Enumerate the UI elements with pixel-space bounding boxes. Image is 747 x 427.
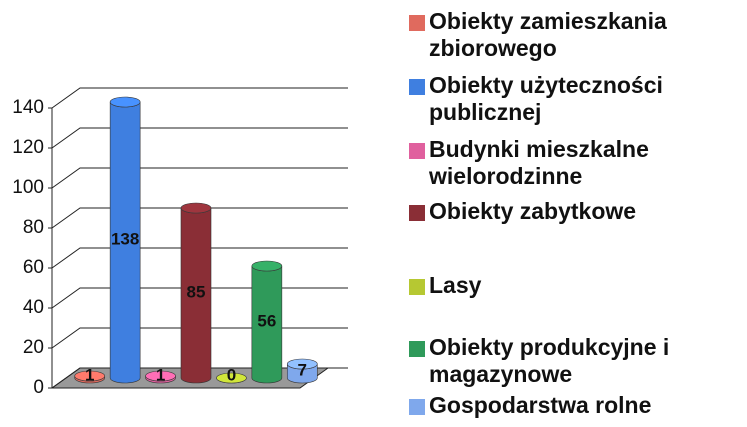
legend-item: Obiekty zamieszkania zbiorowego (405, 8, 745, 62)
chart: 0 20 40 60 80 100 120 140 1 138 1 85 0 56 7 (12, 87, 348, 398)
grid-line (51, 247, 348, 269)
grid-line (51, 87, 348, 109)
bar-top (286, 358, 318, 370)
legend-item: Obiekty użyteczności publicznej (405, 72, 745, 126)
legend-label: Obiekty zabytkowe (429, 198, 637, 224)
legend-label: Obiekty produkcyjne i magazynowe (429, 334, 670, 387)
bar-top (216, 372, 247, 384)
grid-line (51, 127, 348, 149)
legend-item: Budynki mieszkalne wielorodzinne (405, 136, 745, 190)
value-label: 56 (257, 311, 276, 330)
y-tick-label: 80 (23, 217, 44, 238)
bar-top (109, 96, 141, 108)
bar-top (145, 370, 176, 382)
bar (286, 358, 318, 384)
legend-item: Obiekty zabytkowe (405, 198, 745, 225)
value-label: 7 (298, 360, 307, 379)
bar (109, 96, 141, 384)
bar-top (251, 260, 283, 272)
value-label: 85 (187, 282, 206, 301)
y-tick-label: 100 (12, 177, 44, 198)
bar (216, 372, 247, 384)
legend-label: Lasy (429, 272, 482, 298)
bar (180, 202, 212, 384)
legend-label: Budynki mieszkalne wielorodzinne (429, 136, 649, 189)
legend: Obiekty zamieszkania zbiorowego Obiekty u… (405, 0, 747, 427)
y-tick-label: 140 (12, 97, 44, 118)
legend-swatch (409, 79, 425, 95)
legend-item: Gospodarstwa rolne (405, 392, 745, 419)
legend-item: Obiekty produkcyjne i magazynowe (405, 334, 745, 388)
legend-swatch (409, 205, 425, 221)
bar-top (180, 202, 212, 214)
legend-swatch (409, 279, 425, 295)
y-tick-label: 60 (23, 257, 44, 278)
value-label: 0 (227, 365, 236, 384)
y-tick-label: 120 (12, 137, 44, 158)
legend-swatch (409, 341, 425, 357)
bar-top (74, 370, 106, 382)
legend-swatch (409, 143, 425, 159)
legend-swatch (409, 399, 425, 415)
value-label: 1 (85, 365, 94, 384)
bar (145, 370, 176, 384)
legend-label: Obiekty zamieszkania zbiorowego (429, 8, 667, 61)
bar (74, 370, 106, 384)
y-tick-label: 0 (33, 377, 44, 398)
legend-label: Obiekty użyteczności publicznej (429, 72, 663, 125)
grid-line (51, 207, 348, 229)
bar (251, 260, 283, 384)
value-label: 138 (111, 229, 139, 248)
y-tick-label: 20 (23, 337, 44, 358)
legend-item: Lasy (405, 272, 745, 299)
legend-swatch (409, 15, 425, 31)
legend-label: Gospodarstwa rolne (429, 392, 652, 418)
grid-line (51, 167, 348, 189)
y-tick-label: 40 (23, 297, 44, 318)
value-label: 1 (156, 365, 165, 384)
